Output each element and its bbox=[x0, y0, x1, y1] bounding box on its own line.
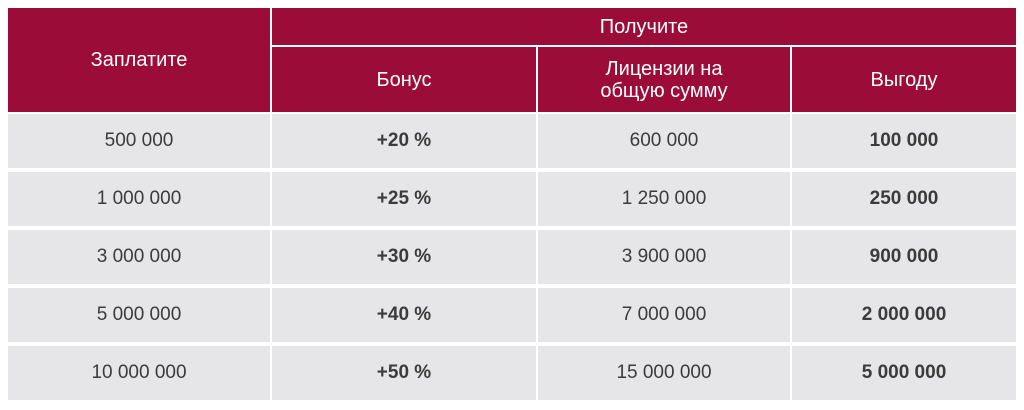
cell-licenses: 7 000 000 bbox=[536, 286, 792, 346]
table-row: 1 000 000 +25 % 1 250 000 250 000 bbox=[8, 170, 1016, 230]
cell-pay: 1 000 000 bbox=[8, 170, 272, 230]
header-benefit: Выгоду bbox=[790, 45, 1016, 114]
table-body: 500 000 +20 % 600 000 100 000 1 000 000 … bbox=[8, 113, 1016, 404]
cell-bonus: +40 % bbox=[270, 286, 538, 346]
cell-benefit: 250 000 bbox=[790, 170, 1016, 230]
cell-pay: 5 000 000 bbox=[8, 286, 272, 346]
table-row: 500 000 +20 % 600 000 100 000 bbox=[8, 113, 1016, 172]
pricing-table-container: Заплатите Получите Бонус Лицензии на общ… bbox=[8, 8, 1016, 404]
cell-benefit: 900 000 bbox=[790, 228, 1016, 288]
table-row: 10 000 000 +50 % 15 000 000 5 000 000 bbox=[8, 344, 1016, 404]
cell-bonus: +20 % bbox=[270, 113, 538, 172]
cell-benefit: 100 000 bbox=[790, 113, 1016, 172]
pricing-table: Заплатите Получите Бонус Лицензии на общ… bbox=[8, 8, 1016, 404]
cell-bonus: +25 % bbox=[270, 170, 538, 230]
header-pay: Заплатите bbox=[8, 8, 272, 114]
cell-benefit: 2 000 000 bbox=[790, 286, 1016, 346]
header-bonus: Бонус bbox=[271, 45, 538, 114]
cell-bonus: +50 % bbox=[270, 344, 538, 404]
table-row: 5 000 000 +40 % 7 000 000 2 000 000 bbox=[8, 286, 1016, 346]
header-get: Получите bbox=[270, 8, 1016, 47]
table-header: Заплатите Получите Бонус Лицензии на общ… bbox=[8, 8, 1016, 114]
cell-licenses: 15 000 000 bbox=[536, 344, 792, 404]
header-licenses: Лицензии на общую сумму bbox=[536, 45, 792, 114]
cell-pay: 10 000 000 bbox=[8, 344, 272, 404]
cell-licenses: 600 000 bbox=[536, 113, 792, 172]
table-row: 3 000 000 +30 % 3 900 000 900 000 bbox=[8, 228, 1016, 288]
cell-benefit: 5 000 000 bbox=[790, 344, 1016, 404]
cell-bonus: +30 % bbox=[270, 228, 538, 288]
header-licenses-line2: общую сумму bbox=[600, 79, 728, 102]
cell-pay: 3 000 000 bbox=[8, 228, 272, 288]
header-licenses-line1: Лицензии на bbox=[605, 57, 723, 80]
cell-licenses: 1 250 000 bbox=[536, 170, 792, 230]
cell-pay: 500 000 bbox=[8, 113, 272, 172]
cell-licenses: 3 900 000 bbox=[536, 228, 792, 288]
